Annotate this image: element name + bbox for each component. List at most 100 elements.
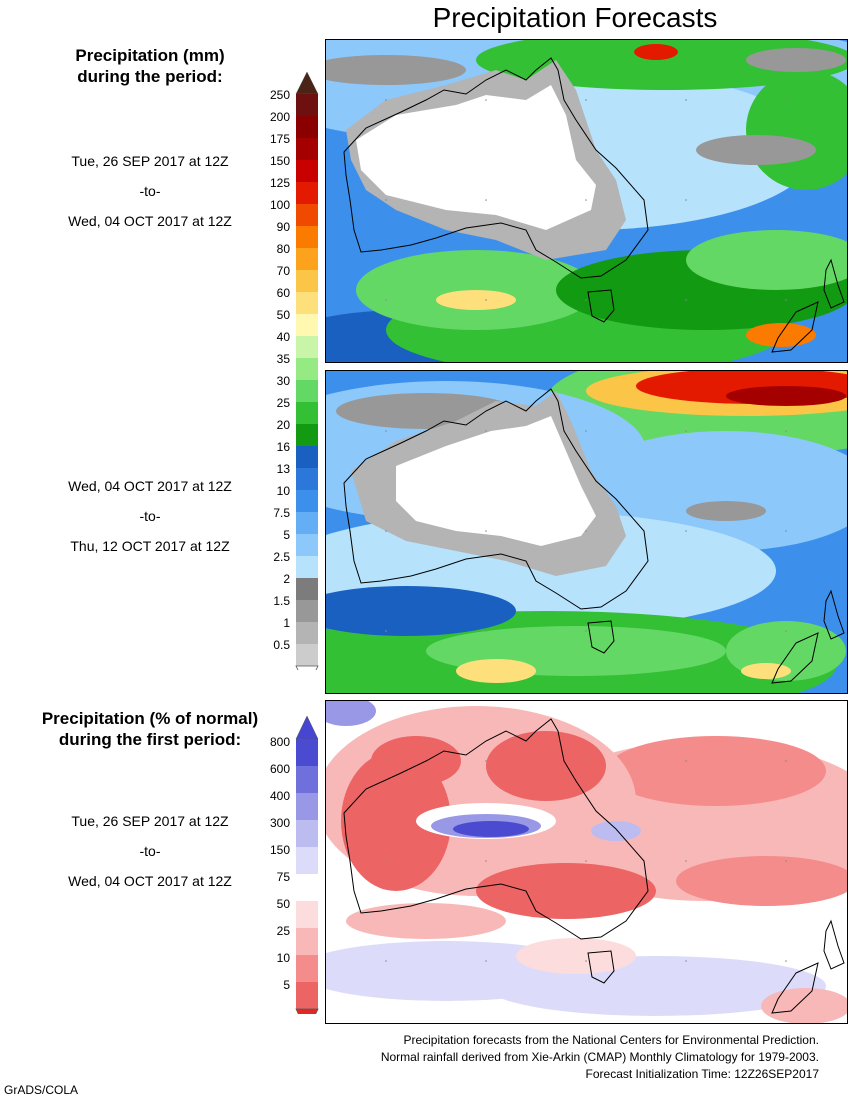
colorbar-tick-label: 5 bbox=[283, 978, 290, 992]
colorbar-top-arrow bbox=[295, 716, 319, 740]
legend-pct-heading-line2: during the first period: bbox=[58, 730, 242, 749]
colorbar-tick-label: 70 bbox=[276, 264, 290, 278]
legend-mm-heading: Precipitation (mm) during the period: bbox=[40, 45, 260, 87]
colorbar-band bbox=[296, 820, 318, 847]
colorbar-band bbox=[296, 116, 318, 138]
colorbar-band bbox=[296, 982, 318, 1009]
colorbar-band bbox=[296, 556, 318, 578]
colorbar-tick-label: 0.5 bbox=[273, 638, 290, 652]
map-panel-percent-normal bbox=[325, 700, 848, 1024]
colorbar-band bbox=[296, 270, 318, 292]
colorbar-tick-label: 25 bbox=[276, 924, 290, 938]
colorbar-band bbox=[296, 138, 318, 160]
colorbar-tick-label: 16 bbox=[276, 440, 290, 454]
colorbar-band bbox=[296, 600, 318, 622]
colorbar-band bbox=[296, 578, 318, 600]
colorbar-bottom-arrow bbox=[295, 1008, 319, 1014]
dry-region bbox=[346, 60, 626, 260]
coastline bbox=[343, 718, 845, 1014]
precip-map-period2 bbox=[326, 371, 847, 693]
colorbar-bottom-arrow bbox=[295, 665, 319, 670]
colorbar-tick-label: 400 bbox=[269, 789, 290, 803]
graticule bbox=[385, 430, 787, 632]
colorbar-band bbox=[296, 512, 318, 534]
colorbar-tick-label: 150 bbox=[269, 154, 290, 168]
colorbar-tick-label: 1.5 bbox=[273, 594, 290, 608]
legend-pct-heading-line1: Precipitation (% of normal) bbox=[41, 709, 259, 728]
dry-region bbox=[351, 391, 626, 576]
coastline bbox=[343, 388, 845, 684]
colorbar-tick-label: 10 bbox=[276, 484, 290, 498]
colorbar-band bbox=[296, 424, 318, 446]
colorbar-tick-label: 50 bbox=[276, 308, 290, 322]
colorbar-band bbox=[296, 928, 318, 955]
colorbar-band bbox=[296, 534, 318, 556]
colorbar-tick-label: 800 bbox=[269, 735, 290, 749]
period2-end: Thu, 12 OCT 2017 at 12Z bbox=[70, 538, 230, 554]
period3-start: Tue, 26 SEP 2017 at 12Z bbox=[71, 813, 229, 829]
period2-to: -to- bbox=[139, 508, 161, 524]
precip-map-period1 bbox=[326, 40, 847, 362]
colorbar-tick-label: 125 bbox=[269, 176, 290, 190]
colorbar-tick-label: 2.5 bbox=[273, 550, 290, 564]
colorbar-band bbox=[296, 901, 318, 928]
colorbar-band bbox=[296, 490, 318, 512]
colorbar-tick-label: 25 bbox=[276, 396, 290, 410]
footer-line1: Precipitation forecasts from the Nationa… bbox=[403, 1033, 819, 1047]
legend-mm-heading-line1: Precipitation (mm) bbox=[75, 46, 225, 65]
footer-line2: Normal rainfall derived from Xie-Arkin (… bbox=[380, 1050, 819, 1064]
colorbar-tick-label: 90 bbox=[276, 220, 290, 234]
colorbar-band bbox=[296, 955, 318, 982]
colorbar-tick-label: 100 bbox=[269, 198, 290, 212]
colorbar-band bbox=[296, 446, 318, 468]
colorbar-tick-label: 60 bbox=[276, 286, 290, 300]
colorbar-tick-label: 5 bbox=[283, 528, 290, 542]
colorbar-band bbox=[296, 402, 318, 424]
period3-to: -to- bbox=[139, 843, 161, 859]
period1-end: Wed, 04 OCT 2017 at 12Z bbox=[68, 213, 232, 229]
colorbar-band bbox=[296, 874, 318, 901]
colorbar-band bbox=[296, 314, 318, 336]
period2-start: Wed, 04 OCT 2017 at 12Z bbox=[68, 478, 232, 494]
colorbar-band bbox=[296, 622, 318, 644]
precip-pct-map bbox=[326, 701, 847, 1023]
colorbar-tick-label: 175 bbox=[269, 132, 290, 146]
legend-mm-heading-line2: during the period: bbox=[77, 67, 223, 86]
period1-to: -to- bbox=[139, 183, 161, 199]
colorbar-band bbox=[296, 182, 318, 204]
page-title: Precipitation Forecasts bbox=[432, 2, 718, 33]
colorbar-band bbox=[296, 766, 318, 793]
colorbar-tick-label: 35 bbox=[276, 352, 290, 366]
colorbar-top-arrow bbox=[295, 72, 319, 95]
colorbar-tick-label: 10 bbox=[276, 951, 290, 965]
colorbar-tick-label: 1 bbox=[283, 616, 290, 630]
colorbar-tick-label: 300 bbox=[269, 816, 290, 830]
colorbar-tick-label: 200 bbox=[269, 110, 290, 124]
colorbar-tick-label: 20 bbox=[276, 418, 290, 432]
colorbar-band bbox=[296, 739, 318, 766]
colorbar-band bbox=[296, 226, 318, 248]
footer-line3: Forecast Initialization Time: 12Z26SEP20… bbox=[585, 1067, 819, 1081]
colorbar-tick-label: 40 bbox=[276, 330, 290, 344]
colorbar-band bbox=[296, 248, 318, 270]
colorbar-tick-label: 150 bbox=[269, 843, 290, 857]
period1-start: Tue, 26 SEP 2017 at 12Z bbox=[71, 153, 229, 169]
colorbar-band bbox=[296, 847, 318, 874]
colorbar-tick-label: 50 bbox=[276, 897, 290, 911]
colorbar-tick-label: 2 bbox=[283, 572, 290, 586]
colorbar-band bbox=[296, 380, 318, 402]
period3-end: Wed, 04 OCT 2017 at 12Z bbox=[68, 873, 232, 889]
graticule bbox=[385, 99, 787, 301]
colorbar-tick-label: 600 bbox=[269, 762, 290, 776]
colorbar-band bbox=[296, 204, 318, 226]
colorbar-tick-label: 30 bbox=[276, 374, 290, 388]
colorbar-band bbox=[296, 160, 318, 182]
legend-pct-heading: Precipitation (% of normal) during the f… bbox=[20, 708, 280, 750]
colorbar-tick-label: 13 bbox=[276, 462, 290, 476]
anomaly-field bbox=[326, 701, 847, 1023]
map-panel-period2 bbox=[325, 370, 848, 694]
colorbar-band bbox=[296, 644, 318, 666]
colorbar-band bbox=[296, 336, 318, 358]
colorbar-tick-label: 7.5 bbox=[273, 506, 290, 520]
colorbar-band bbox=[296, 358, 318, 380]
